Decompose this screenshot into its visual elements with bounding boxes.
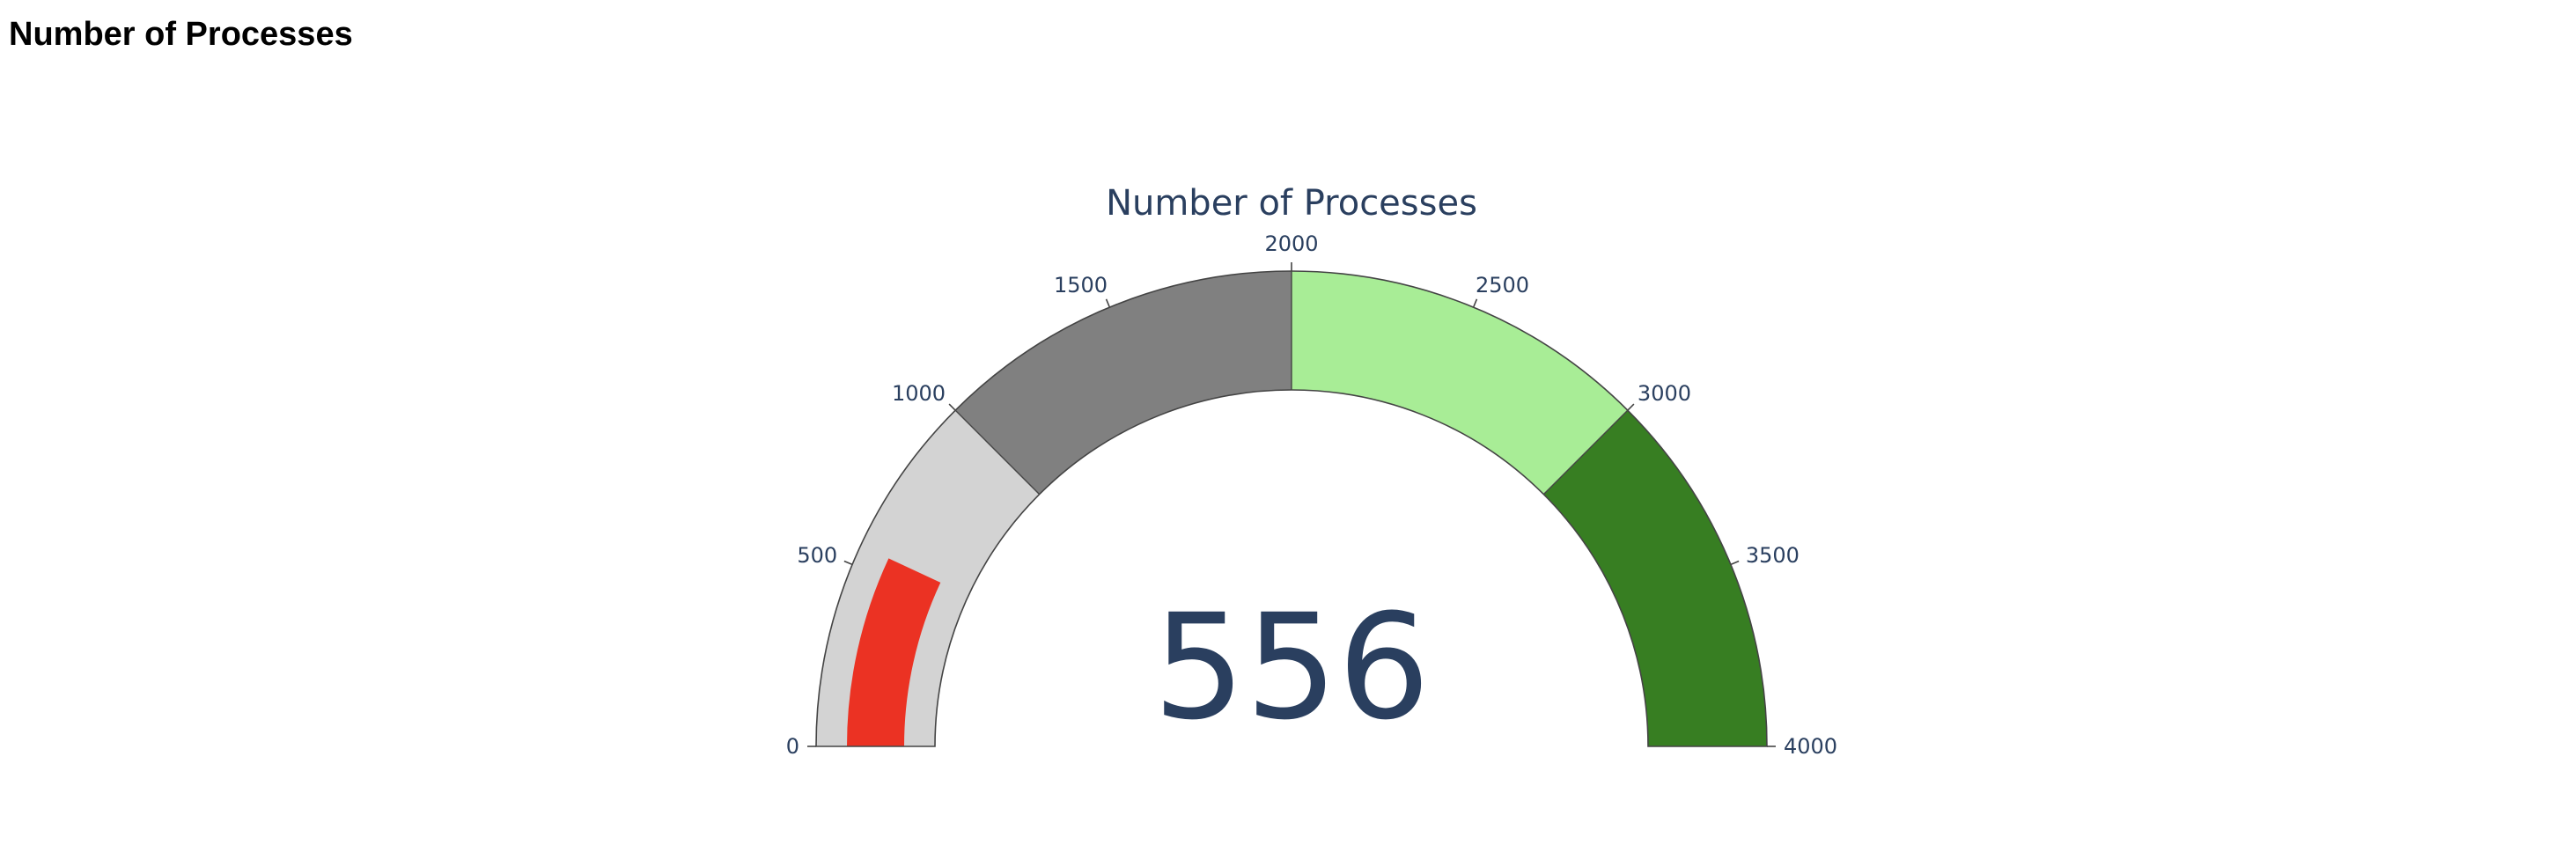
gauge-tick-label: 2500 [1476,273,1529,297]
gauge-axis-outline [815,270,1768,747]
gauge-step-3 [1543,410,1767,746]
gauge-step-divider-3 [1542,409,1629,496]
gauge-tick-label: 3500 [1746,543,1800,568]
gauge-tick-mark [1105,298,1111,308]
gauge-step-2 [1292,271,1628,495]
gauge-tick-label: 0 [786,734,799,759]
gauge-tick-mark [948,403,956,411]
gauge-title: Number of Processes [1106,183,1477,224]
gauge-value-bar [847,558,941,746]
gauge-tick-mark [843,560,853,566]
gauge-tick-label: 2000 [1264,231,1318,256]
page-title: Number of Processes [9,16,353,53]
gauge-tick-label: 3000 [1638,381,1691,406]
gauge-step-1 [955,271,1292,495]
gauge-tick-mark [1627,403,1635,411]
gauge-tick-mark [1472,298,1478,308]
gauge-tick-mark [1730,560,1740,566]
gauge-tick-label: 1500 [1054,273,1108,297]
gauge-value: 556 [1153,583,1431,752]
gauge-tick-label: 500 [797,543,837,568]
gauge-ticks: 0 500 1000 1500 2000 2500 3000 3500 4000 [786,231,1837,759]
gauge-tick-label: 4000 [1784,734,1837,759]
gauge-outline [815,270,1768,747]
gauge-bar-layer [847,558,941,746]
gauge-tick-label: 1000 [892,381,946,406]
gauge-step-divider-1 [954,409,1041,496]
